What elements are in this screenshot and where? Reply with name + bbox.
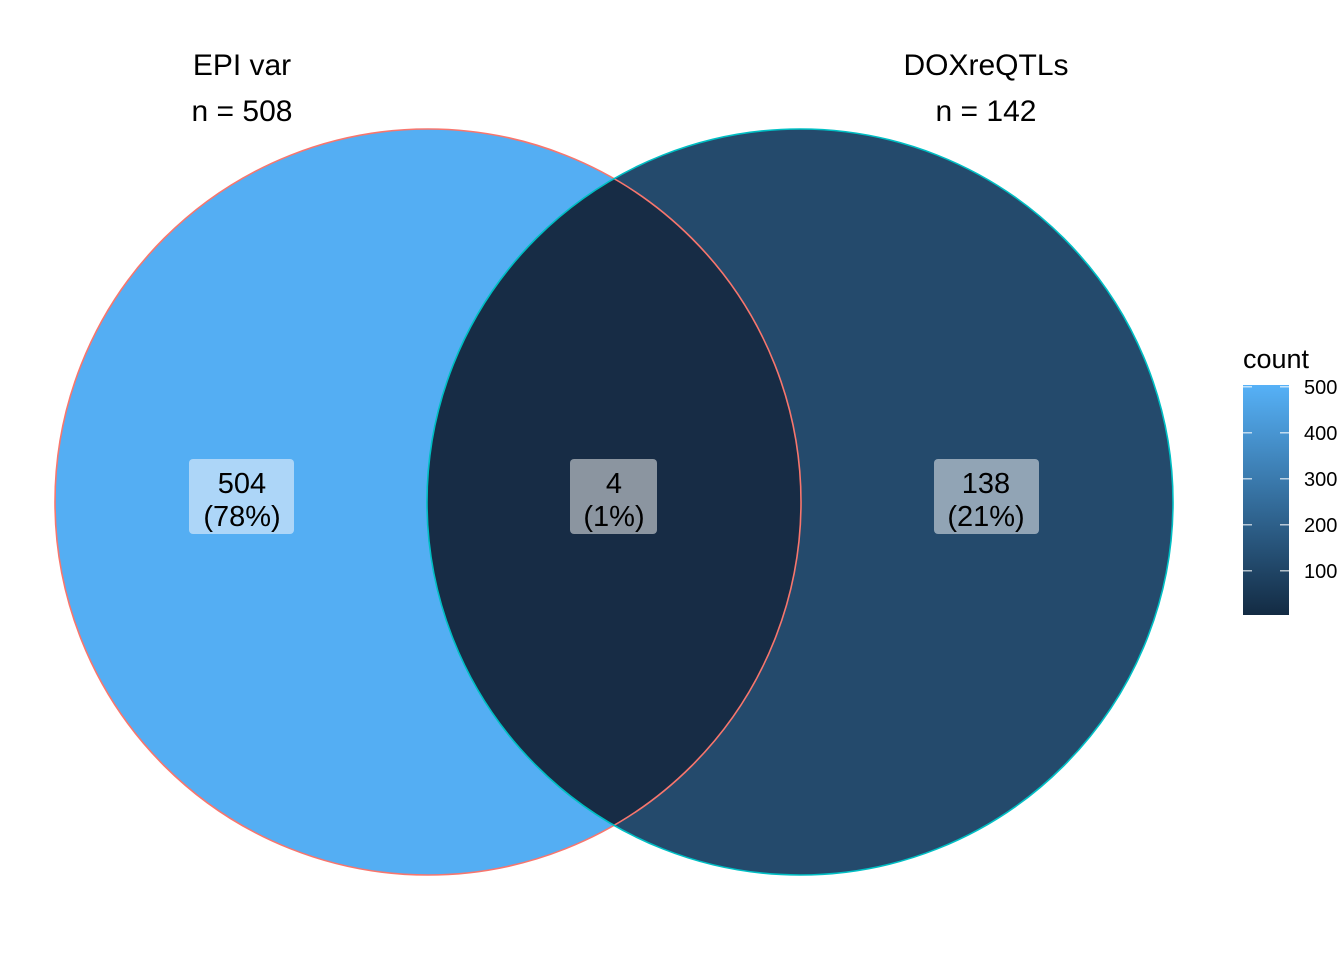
legend-ticks: 100 200 300 400 500 [1243,377,1337,583]
legend-title: count [1243,344,1310,374]
epi-var-only-label-box [189,459,294,534]
epi-var-set-size: n = 508 [192,95,293,128]
overlap-count: 4 [606,468,622,500]
epi-var-circle-outline [54,128,802,876]
overlap-region [427,129,801,875]
legend-tick-label: 100 [1304,561,1337,583]
epi-var-only-count: 504 [218,468,266,500]
doxreqtls-set-size: n = 142 [936,95,1037,128]
overlap-percent: (1%) [583,501,644,533]
legend-tick-label: 300 [1304,469,1337,491]
epi-var-only-percent: (78%) [203,501,280,533]
count-legend: count 100 200 300 400 500 [1243,344,1337,615]
overlap-label-box [570,459,657,534]
doxreqtls-only-count: 138 [962,468,1010,500]
doxreqtls-set-name: DOXreQTLs [903,49,1068,82]
doxreqtls-only-percent: (21%) [947,501,1024,533]
doxreqtls-only-label-box [934,459,1039,534]
legend-tick-label: 400 [1304,423,1337,445]
epi-var-set-name: EPI var [193,49,291,82]
doxreqtls-circle-outline [426,128,1174,876]
legend-tick-label: 200 [1304,515,1337,537]
legend-colorbar [1243,385,1289,615]
legend-tick-label: 500 [1304,377,1337,399]
